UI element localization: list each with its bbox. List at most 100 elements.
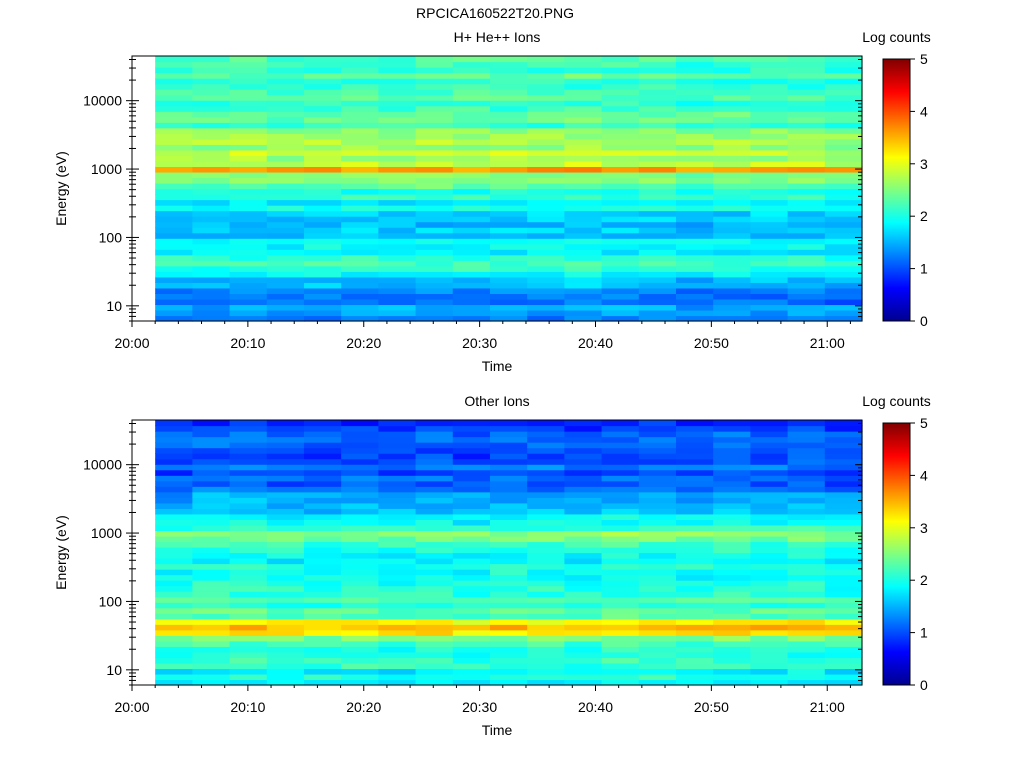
heatmap-cell (601, 546, 640, 554)
heatmap-cell (303, 574, 342, 581)
heatmap-cell (824, 282, 863, 289)
heatmap-cell (452, 513, 491, 520)
heatmap-cell (155, 563, 193, 570)
heatmap-cell (303, 122, 342, 129)
heatmap-cell (341, 260, 379, 267)
heatmap-cell (527, 260, 565, 267)
heatmap-cell (266, 480, 305, 487)
heatmap-cell (675, 508, 714, 515)
heatmap-cell (378, 122, 417, 129)
heatmap-cell (155, 133, 193, 140)
heatmap-cell (303, 591, 342, 598)
heatmap-cell (303, 116, 342, 123)
heatmap-cell (564, 210, 603, 217)
heatmap-cell (564, 679, 603, 686)
colorbar-scale (882, 422, 911, 686)
heatmap-cell (750, 629, 789, 636)
heatmap-cell (155, 116, 193, 123)
heatmap-cell (713, 436, 751, 443)
heatmap-cell (787, 436, 826, 443)
heatmap-cell (787, 67, 826, 74)
heatmap-cell (638, 569, 677, 576)
heatmap-cell (489, 138, 528, 145)
heatmap-cell (675, 194, 714, 201)
heatmap-cell (341, 464, 379, 471)
heatmap-cell (415, 535, 454, 543)
heatmap-cell (713, 149, 751, 156)
heatmap-cell (675, 83, 714, 90)
heatmap-cell (192, 546, 231, 554)
heatmap-cell (415, 546, 454, 554)
heatmap-cell (638, 596, 677, 603)
heatmap-cell (155, 491, 193, 498)
heatmap-cell (452, 177, 491, 184)
heatmap-cell (750, 519, 789, 526)
heatmap-cell (303, 227, 342, 234)
heatmap-cell (713, 144, 751, 151)
heatmap-cell (601, 122, 640, 129)
heatmap-cell (266, 133, 305, 140)
heatmap-cell (229, 662, 268, 670)
heatmap-cell (378, 491, 417, 498)
heatmap-cell (713, 94, 751, 101)
heatmap-cell (824, 673, 863, 681)
heatmap-cell (527, 591, 565, 598)
heatmap-cell (229, 646, 268, 653)
heatmap-cell (266, 662, 305, 670)
heatmap-cell (675, 662, 714, 670)
heatmap-cell (713, 607, 751, 614)
heatmap-cell (527, 94, 565, 101)
heatmap-cell (192, 519, 231, 526)
heatmap-cell (675, 238, 714, 245)
heatmap-cell (229, 513, 268, 520)
heatmap-cell (527, 177, 565, 184)
heatmap-cell (229, 591, 268, 598)
heatmap-cell (601, 425, 640, 432)
heatmap-cell (341, 271, 379, 278)
heatmap-cell (155, 519, 193, 526)
heatmap-cell (564, 72, 603, 79)
heatmap-cell (303, 89, 342, 96)
heatmap-cell (378, 469, 417, 476)
heatmap-cell (303, 657, 342, 664)
heatmap-cell (750, 122, 789, 129)
heatmap-cell (601, 508, 640, 515)
y-tick-label: 100 (99, 593, 123, 609)
heatmap-cell (527, 166, 565, 173)
heatmap-cell (341, 61, 379, 68)
heatmap-cell (564, 580, 603, 587)
heatmap-cell (192, 100, 231, 107)
heatmap-cell (155, 160, 193, 168)
heatmap-cell (266, 613, 305, 620)
heatmap-cell (787, 546, 826, 554)
heatmap-cell (750, 662, 789, 670)
heatmap-cell (489, 315, 528, 322)
heatmap-cell (341, 420, 379, 427)
heatmap-cell (155, 276, 193, 283)
heatmap-cell (787, 591, 826, 598)
plot-frame (131, 55, 863, 322)
heatmap-cell (750, 260, 789, 267)
heatmap-cell (155, 205, 193, 212)
heatmap-cell (601, 100, 640, 107)
heatmap-cell (675, 585, 714, 592)
heatmap-cell (266, 56, 305, 63)
heatmap-cell (229, 194, 268, 201)
heatmap-cell (787, 61, 826, 68)
heatmap-cell (266, 502, 305, 509)
heatmap-cell (675, 552, 714, 559)
heatmap-cell (378, 265, 417, 272)
heatmap-cell (489, 265, 528, 272)
heatmap-cell (341, 298, 379, 306)
heatmap-cell (452, 221, 491, 228)
heatmap-cell (824, 188, 863, 195)
heatmap-cell (713, 287, 751, 294)
heatmap-cell (266, 574, 305, 581)
heatmap-cell (787, 243, 826, 250)
heatmap-cell (266, 182, 305, 190)
heatmap-cell (341, 447, 379, 454)
heatmap-cell (266, 519, 305, 526)
heatmap-cell (303, 491, 342, 498)
heatmap-cell (192, 89, 231, 96)
heatmap-cell (750, 574, 789, 581)
